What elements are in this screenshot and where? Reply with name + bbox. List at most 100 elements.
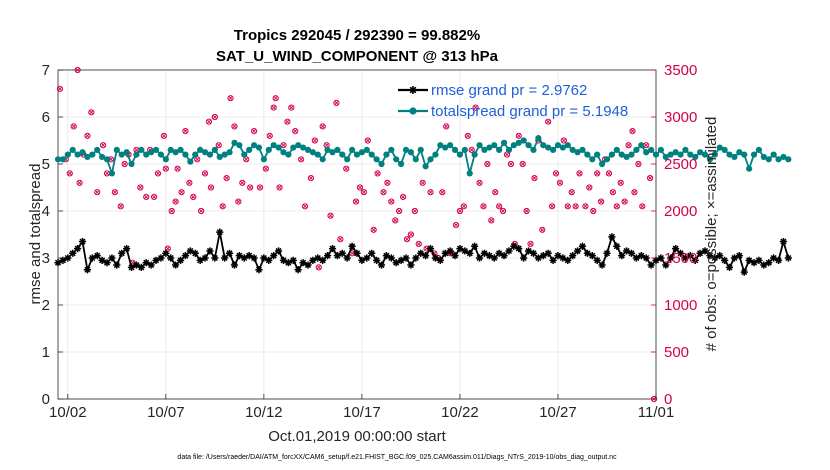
spread-point — [216, 153, 223, 161]
rmse-point — [98, 256, 106, 264]
rmse-point — [402, 254, 410, 262]
obs-count-point — [319, 123, 326, 130]
obs-count-point — [162, 165, 169, 172]
spread-point — [584, 151, 591, 158]
rmse-point — [274, 247, 283, 255]
spread-point — [721, 146, 728, 153]
spread-point — [89, 151, 96, 158]
spread-point — [324, 146, 331, 153]
spread-point — [84, 153, 91, 161]
rmse-point — [627, 249, 636, 257]
obs-count-point — [186, 179, 193, 186]
rmse-point — [176, 256, 185, 264]
obs-count-point — [631, 189, 638, 196]
spread-point — [736, 149, 743, 156]
spread-point — [79, 149, 86, 156]
obs-count-point — [468, 146, 475, 153]
spread-point — [496, 146, 503, 153]
spread-point — [530, 146, 537, 153]
spread-point — [138, 146, 145, 153]
legend-marker-spread — [409, 107, 417, 115]
obs-count-point — [407, 231, 415, 238]
obs-count-point — [370, 226, 377, 233]
spread-point — [167, 146, 174, 153]
spread-point — [471, 151, 478, 158]
spread-point — [407, 149, 415, 156]
obs-count-point — [380, 189, 387, 196]
rmse-point — [304, 261, 312, 269]
spread-point — [422, 163, 429, 170]
obs-count-point — [111, 189, 118, 196]
rmse-point — [314, 254, 322, 262]
spread-point — [383, 151, 390, 158]
rmse-point — [573, 247, 582, 255]
obs-count-point — [496, 203, 503, 210]
rmse-point — [147, 261, 155, 269]
rmse-point — [319, 256, 327, 264]
rmse-point — [270, 252, 278, 260]
rmse-point — [569, 252, 577, 260]
obs-count-point — [198, 207, 205, 215]
rmse-point — [162, 249, 170, 257]
spread-point — [554, 142, 562, 149]
obs-count-point — [399, 193, 407, 200]
x-tick-label: 10/22 — [441, 404, 479, 421]
spread-point — [393, 156, 400, 163]
obs-count-point — [207, 184, 215, 191]
spread-point — [192, 151, 199, 158]
rmse-point — [622, 247, 631, 255]
spread-point — [388, 146, 395, 153]
rmse-point — [632, 254, 640, 262]
obs-count-point — [337, 236, 344, 243]
spread-point — [701, 151, 709, 158]
obs-count-point — [250, 128, 258, 135]
rmse-point — [441, 249, 449, 257]
spread-point — [123, 149, 130, 156]
obs-count-point — [484, 160, 491, 168]
spread-point — [657, 146, 665, 153]
spread-point — [118, 151, 125, 158]
obs-count-point — [539, 226, 546, 233]
spread-point — [432, 151, 439, 158]
spread-point — [197, 146, 204, 153]
rmse-point — [642, 254, 650, 262]
rmse-point — [255, 266, 263, 274]
rmse-point — [377, 261, 386, 269]
obs-count-point — [74, 66, 81, 74]
obs-count-point — [247, 184, 254, 191]
rmse-point — [108, 254, 116, 262]
obs-count-point — [262, 165, 269, 172]
rmse-point — [755, 256, 763, 264]
rmse-point — [730, 254, 739, 262]
spread-point — [711, 151, 718, 158]
spread-point — [662, 153, 669, 161]
obs-count-point — [235, 198, 242, 205]
spread-point — [466, 170, 473, 177]
rmse-point — [740, 268, 748, 276]
rmse-point — [770, 254, 778, 262]
spread-point — [299, 144, 307, 151]
obs-count-point — [635, 160, 642, 168]
spread-point — [206, 151, 214, 158]
rmse-point — [725, 263, 734, 271]
rmse-point — [260, 254, 268, 262]
obs-count-point — [266, 132, 273, 139]
spread-point — [152, 146, 160, 153]
rmse-point — [461, 247, 469, 255]
obs-count-point — [515, 132, 522, 139]
spread-point — [402, 146, 410, 153]
spread-point — [54, 156, 62, 163]
rmse-point — [123, 245, 131, 253]
spread-point — [549, 146, 557, 153]
spread-point — [201, 149, 209, 156]
spread-point — [765, 156, 772, 163]
y-right-tick-label: 2500 — [664, 156, 697, 173]
obs-count-point — [182, 128, 189, 135]
spread-point — [755, 146, 763, 153]
obs-count-point — [639, 203, 646, 210]
spread-point — [285, 151, 292, 158]
rmse-point — [167, 254, 175, 262]
spread-point — [309, 149, 316, 156]
rmse-point — [422, 252, 430, 260]
obs-count-point — [88, 109, 95, 116]
